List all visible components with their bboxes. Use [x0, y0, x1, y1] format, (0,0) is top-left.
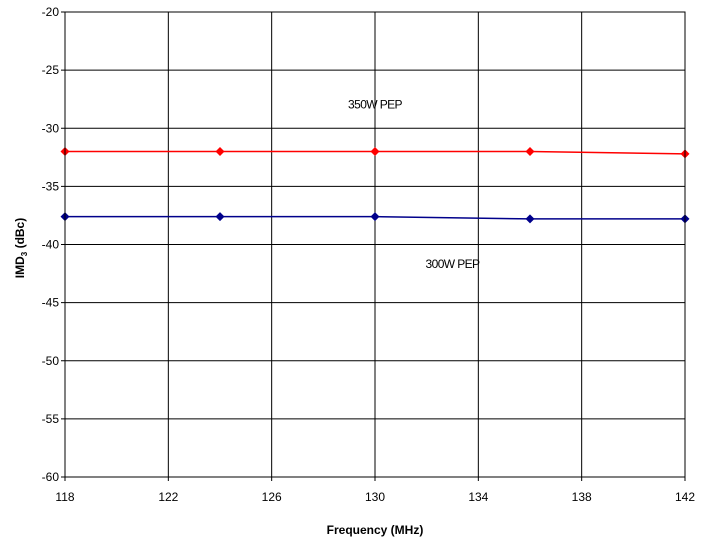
- series-annotation: 300W PEP: [426, 257, 480, 271]
- y-tick-label: -50: [42, 354, 60, 368]
- annotations: 350W PEP 300W PEP: [348, 97, 481, 271]
- y-tick-label: -40: [42, 238, 60, 252]
- series-annotation: 350W PEP: [348, 97, 402, 111]
- x-tick-label: 142: [675, 490, 695, 504]
- y-tick-label: -60: [42, 470, 60, 484]
- x-tick-label: 130: [365, 490, 385, 504]
- x-tick-label: 126: [262, 490, 282, 504]
- data-point-marker: [215, 147, 225, 156]
- y-axis-title: IMD3 (dBc): [13, 218, 29, 278]
- data-point-marker: [370, 147, 380, 156]
- y-axis-title-subscript: 3: [20, 251, 29, 256]
- plot-border: [64, 11, 686, 478]
- y-tick-label: -35: [42, 179, 60, 193]
- y-axis-title-suffix: (dBc): [13, 218, 27, 252]
- y-tick-label: -20: [42, 5, 60, 19]
- data-point-marker: [525, 214, 535, 224]
- data-point-marker: [525, 147, 535, 156]
- y-tick-label: -55: [42, 412, 60, 426]
- series-layer: [60, 147, 690, 224]
- x-tick-label: 138: [572, 490, 592, 504]
- x-axis-title: Frequency (MHz): [327, 523, 424, 537]
- y-tick-label: -30: [42, 121, 60, 135]
- x-tick-label: 118: [55, 490, 74, 504]
- y-tick-label: -25: [42, 63, 60, 77]
- data-point-marker: [370, 212, 380, 222]
- x-tick-label: 134: [468, 490, 488, 504]
- x-tick-label: 122: [158, 490, 178, 504]
- y-axis-title-prefix: IMD: [13, 256, 27, 278]
- grid: [64, 11, 686, 478]
- data-point-marker: [215, 212, 225, 222]
- axes: Frequency (MHz) IMD3 (dBc) -20 -25 -30 -35 -…: [13, 5, 695, 537]
- y-tick-label: -45: [42, 296, 60, 310]
